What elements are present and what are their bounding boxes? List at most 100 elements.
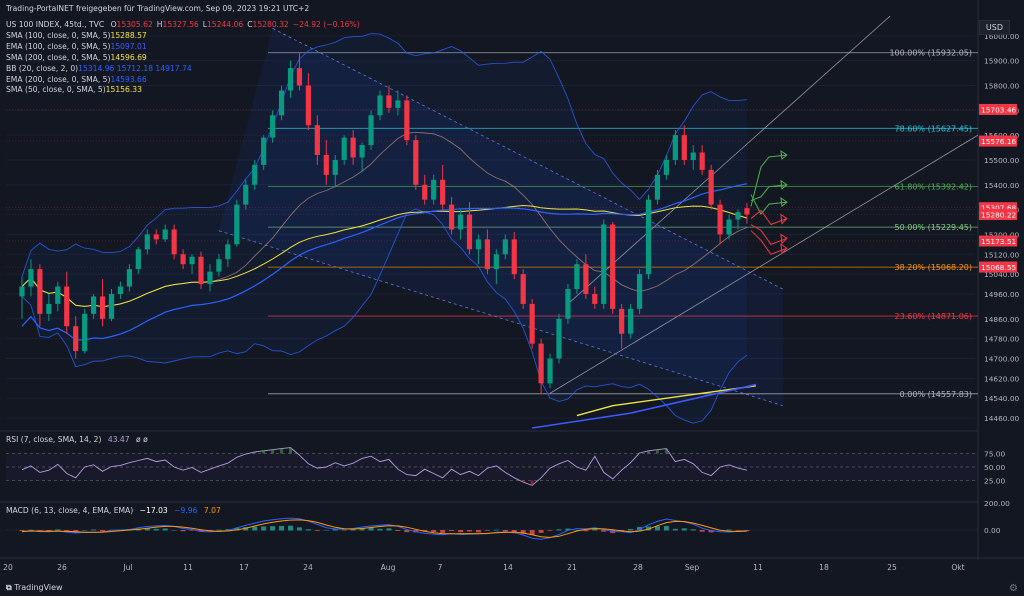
candle-body: [243, 184, 249, 205]
macd-histogram-bar: [601, 530, 607, 532]
candle-body: [628, 308, 634, 334]
candle: [744, 202, 750, 224]
rsi-label: RSI (7, close, SMA, 14, 2): [6, 435, 102, 444]
candle: [332, 154, 338, 188]
price-badge-box: [979, 235, 1017, 247]
macd-label: MACD (6, 13, close, 4, EMA, EMA): [6, 506, 134, 515]
fib-level-label: 100.00% (15932.05): [889, 49, 972, 58]
macd-histogram-bar: [440, 530, 446, 533]
macd-histogram-bar: [565, 528, 571, 531]
candle: [368, 110, 374, 151]
indicator-value: 14593.66: [110, 74, 147, 84]
candle: [610, 222, 616, 314]
macd-histogram-bar: [162, 528, 168, 531]
macd-histogram-bar: [458, 530, 464, 533]
time-tick-label: 24: [303, 563, 313, 572]
price-badge-label: 15703.46: [981, 105, 1017, 114]
indicator-label: BB (20, close, 2, 0): [6, 63, 79, 73]
candle: [538, 338, 544, 394]
macd-line: [21, 517, 747, 540]
candle: [252, 159, 258, 190]
candle-body: [287, 68, 294, 91]
candle-body: [583, 264, 589, 294]
candle: [189, 254, 195, 275]
macd-histogram-bar: [690, 529, 696, 531]
candle: [520, 269, 526, 309]
red-scenario-arrow: [750, 230, 788, 255]
green-arrow-head: [780, 197, 788, 208]
macd-histogram-bar: [628, 529, 634, 531]
tradingview-logo-icon: ⧉: [6, 583, 12, 592]
macd-histogram-bar: [359, 528, 365, 531]
candle-body: [681, 135, 687, 160]
indicator-value: 15314.96 15712.18 14917.74: [78, 63, 192, 73]
macd-value-1: −17.03: [139, 506, 168, 515]
candle: [502, 234, 508, 260]
candle-body: [645, 199, 652, 275]
candle: [726, 214, 732, 240]
ohlc-item: O15305.62: [111, 20, 153, 29]
gear-icon[interactable]: ⚙: [1009, 583, 1018, 594]
macd-histogram-bar: [422, 530, 428, 531]
currency-button[interactable]: USD: [978, 20, 1010, 35]
candle-body: [305, 85, 311, 126]
candle-body: [440, 179, 446, 205]
candle-body: [153, 234, 159, 240]
macd-histogram-bar: [19, 530, 25, 532]
ascending-lower-line: [549, 134, 979, 394]
ohlc-value: 15244.06: [206, 20, 244, 29]
candle: [296, 52, 303, 91]
ohlc-item: C15280.32: [247, 20, 289, 29]
candle-body: [189, 256, 195, 265]
candle: [171, 224, 177, 260]
fib-level-label: 61.80% (15392.42): [895, 183, 972, 192]
candle-body: [449, 204, 455, 230]
indicator-row[interactable]: EMA (200, close, 0, SMA, 5)14593.66: [6, 75, 360, 86]
symbol-line: US 100 INDEX, 45td., TVC O15305.62 H15327…: [6, 20, 360, 31]
rsi-pane: 75.00 50.00 25.00: [6, 447, 1005, 486]
candle-body: [171, 229, 177, 255]
footer-brand[interactable]: ⧉ TradingView: [6, 583, 63, 593]
red-scenario-arrow: [750, 224, 788, 245]
macd-histogram-bar: [386, 528, 392, 531]
ohlc-item: −24.92 (−0.16%): [293, 20, 360, 29]
macd-histogram-bar: [538, 530, 544, 533]
candle: [55, 281, 61, 312]
candle: [305, 73, 311, 131]
indicator-row[interactable]: SMA (50, close, 0, SMA, 5)15156.33: [6, 85, 360, 96]
price-tick-label: 14540.00: [984, 394, 1020, 403]
ohlc-item: H15327.56: [157, 20, 199, 29]
scenario-arrows: [750, 149, 788, 255]
candle: [592, 286, 598, 309]
candle: [449, 197, 455, 235]
candle-body: [332, 159, 338, 175]
ohlc-value: 15305.62: [116, 20, 153, 29]
indicator-row[interactable]: SMA (100, close, 0, SMA, 5)15288.57: [6, 31, 360, 42]
ohlc-value: −24.92 (−0.16%): [292, 20, 360, 29]
indicator-row[interactable]: EMA (100, close, 0, SMA, 5)15097.01: [6, 42, 360, 53]
fib-level-label: 78.60% (15627.45): [895, 124, 972, 133]
candle-body: [225, 244, 231, 260]
candle: [386, 85, 392, 113]
candle: [681, 125, 687, 165]
macd-histogram-bar: [484, 530, 490, 531]
time-tick-label: 25: [887, 563, 897, 572]
candle: [619, 303, 625, 349]
macd-histogram-bar: [225, 529, 231, 531]
macd-histogram-bar: [672, 528, 678, 531]
rsi-tick-label: 75.00: [984, 450, 1005, 459]
candle-body: [672, 135, 678, 160]
candle-body: [574, 264, 580, 290]
indicator-row[interactable]: SMA (200, close, 0, SMA, 5)14596.69: [6, 53, 360, 64]
candle-body: [135, 249, 141, 270]
candle: [117, 281, 124, 299]
time-tick-label: 26: [57, 563, 67, 572]
candle-body: [108, 293, 115, 319]
indicator-row[interactable]: BB (20, close, 2, 0)15314.96 15712.18 14…: [6, 64, 360, 75]
indicator-label: EMA (100, close, 0, SMA, 5): [6, 41, 111, 51]
price-tick-label: 15200.00: [984, 230, 1020, 239]
price-tick-label: 14700.00: [984, 355, 1020, 364]
candle: [529, 298, 535, 349]
macd-histogram-bar: [663, 525, 669, 531]
